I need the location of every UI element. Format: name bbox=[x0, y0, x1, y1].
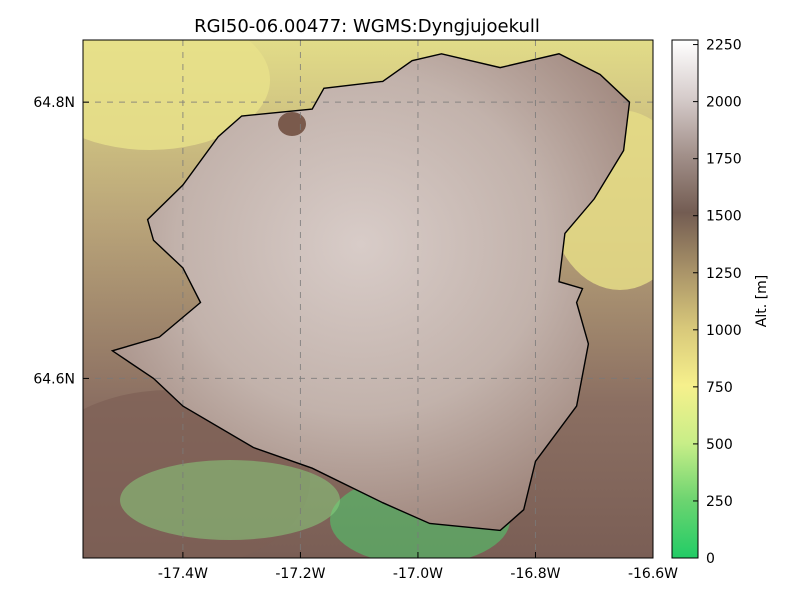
y-axis: 64.8N 64.6N bbox=[33, 95, 89, 387]
colorbar-tick-label: 0 bbox=[706, 551, 715, 567]
y-tick-label: 64.8N bbox=[33, 95, 75, 111]
colorbar-tick-label: 1500 bbox=[706, 209, 742, 225]
glacier-surface bbox=[112, 53, 630, 531]
colorbar-tick-label: 2000 bbox=[706, 95, 742, 111]
x-tick-label: -17.4W bbox=[158, 566, 208, 582]
chart-title: RGI50-06.00477: WGMS:Dyngjujoekull bbox=[194, 16, 540, 37]
plot-frame bbox=[82, 39, 654, 559]
plot-area bbox=[83, 40, 653, 558]
colorbar-label: Alt. [m] bbox=[754, 275, 770, 327]
colorbar-tick-label: 250 bbox=[706, 494, 733, 510]
colorbar-ticks: 0 250 500 750 1000 1250 1500 1750 2000 2250 bbox=[693, 38, 742, 567]
terrain-yellow-highland-nw bbox=[83, 40, 270, 150]
glacier-outline bbox=[110, 53, 631, 532]
grid-lines bbox=[83, 40, 653, 558]
x-tick-label: -17.2W bbox=[275, 566, 325, 582]
x-tick-label: -16.8W bbox=[510, 566, 560, 582]
colorbar-tick-label: 1000 bbox=[706, 323, 742, 339]
colorbar-tick-label: 500 bbox=[706, 437, 733, 453]
y-tick-label: 64.6N bbox=[33, 371, 75, 387]
colorbar-tick-label: 750 bbox=[706, 380, 733, 396]
colorbar-tick-label: 2250 bbox=[706, 38, 742, 54]
x-tick-label: -16.6W bbox=[628, 566, 678, 582]
x-axis: -17.4W -17.2W -17.0W -16.8W -16.6W bbox=[158, 552, 678, 582]
colorbar-gradient bbox=[671, 39, 699, 559]
colorbar: 0 250 500 750 1000 1250 1500 1750 2000 2250 Alt. … bbox=[671, 38, 770, 567]
nunatak bbox=[278, 112, 306, 136]
colorbar-tick-label: 1750 bbox=[706, 152, 742, 168]
terrain-green-lowland-sw bbox=[120, 460, 340, 540]
colorbar-tick-label: 1250 bbox=[706, 266, 742, 282]
x-tick-label: -17.0W bbox=[393, 566, 443, 582]
